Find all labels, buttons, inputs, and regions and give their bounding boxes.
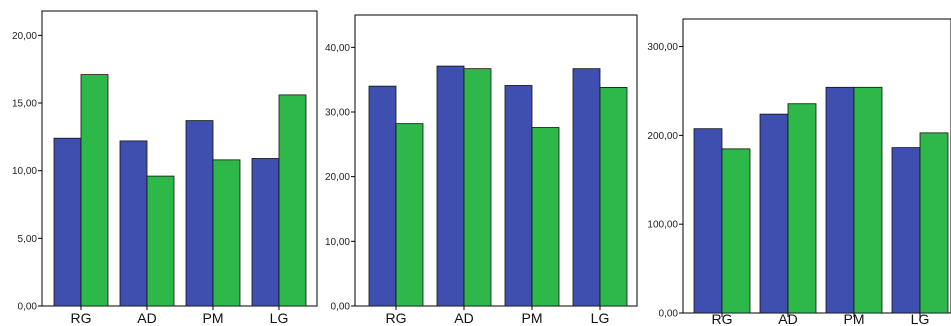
plot-frame — [41, 10, 318, 307]
y-tick-label: 300,00 — [647, 42, 678, 53]
plot-frame — [354, 14, 638, 307]
bar-rg-series-1 — [53, 137, 82, 307]
bar-ad-series-1 — [436, 65, 465, 307]
bar-rg-series-2 — [395, 123, 424, 307]
bar-ad-series-2 — [146, 175, 175, 307]
y-tick-label: 10,00 — [325, 237, 350, 248]
bar-lg-series-2 — [599, 87, 628, 307]
bar-pm-series-1 — [185, 120, 214, 307]
bar-rg-series-1 — [693, 128, 723, 314]
y-tick-label: 15,00 — [12, 99, 37, 110]
y-tick-label: 40,00 — [325, 43, 350, 54]
y-tick-label: 20,00 — [12, 31, 37, 42]
y-tick-label: 30,00 — [325, 108, 350, 119]
bar-pm-series-1 — [504, 85, 533, 307]
bar-lg-series-1 — [251, 158, 280, 307]
bar-pm-series-2 — [212, 159, 241, 307]
bar-ad-series-1 — [759, 113, 789, 314]
chart-panel-3: 0,00 100,00 200,00 300,00 RG AD PM LG — [647, 18, 951, 326]
y-tick-label: 0,00 — [18, 302, 38, 313]
x-tick-label: LG — [911, 311, 930, 326]
y-tick-label: 5,00 — [18, 234, 38, 245]
bar-pm-series-1 — [825, 86, 855, 314]
x-tick-label: PM — [522, 310, 543, 326]
bar-lg-series-2 — [919, 132, 949, 314]
bar-rg-series-2 — [721, 148, 751, 314]
x-tick-label: RG — [386, 310, 407, 326]
bar-rg-series-1 — [368, 85, 397, 307]
x-tick-label: PM — [203, 310, 224, 326]
y-tick-label: 20,00 — [325, 172, 350, 183]
x-tick-label: RG — [712, 311, 733, 326]
plot-frame — [682, 18, 951, 314]
x-tick-label: RG — [71, 310, 92, 326]
bar-ad-series-2 — [463, 68, 492, 307]
chart-panel-1: 0,00 5,00 10,00 15,00 20,00 RG AD PM LG — [12, 10, 318, 326]
y-tick-label: 100,00 — [647, 220, 678, 231]
bar-lg-series-2 — [278, 94, 307, 307]
y-tick-label: 200,00 — [647, 131, 678, 142]
bar-lg-series-1 — [572, 68, 601, 307]
x-tick-label: AD — [778, 311, 797, 326]
y-tick-label: 10,00 — [12, 166, 37, 177]
bar-pm-series-2 — [531, 127, 560, 307]
chart-panel-2: 0,00 10,00 20,00 30,00 40,00 RG AD PM LG — [325, 14, 638, 326]
bar-ad-series-2 — [787, 103, 817, 314]
bar-pm-series-2 — [853, 86, 883, 314]
bar-rg-series-2 — [80, 74, 109, 307]
x-tick-label: AD — [454, 310, 473, 326]
x-tick-label: LG — [270, 310, 289, 326]
x-tick-label: LG — [591, 310, 610, 326]
y-tick-label: 0,00 — [659, 309, 679, 320]
bar-lg-series-1 — [891, 147, 921, 314]
bar-ad-series-1 — [119, 140, 148, 307]
x-tick-label: PM — [844, 311, 865, 326]
x-tick-label: AD — [137, 310, 156, 326]
y-tick-label: 0,00 — [331, 302, 351, 313]
